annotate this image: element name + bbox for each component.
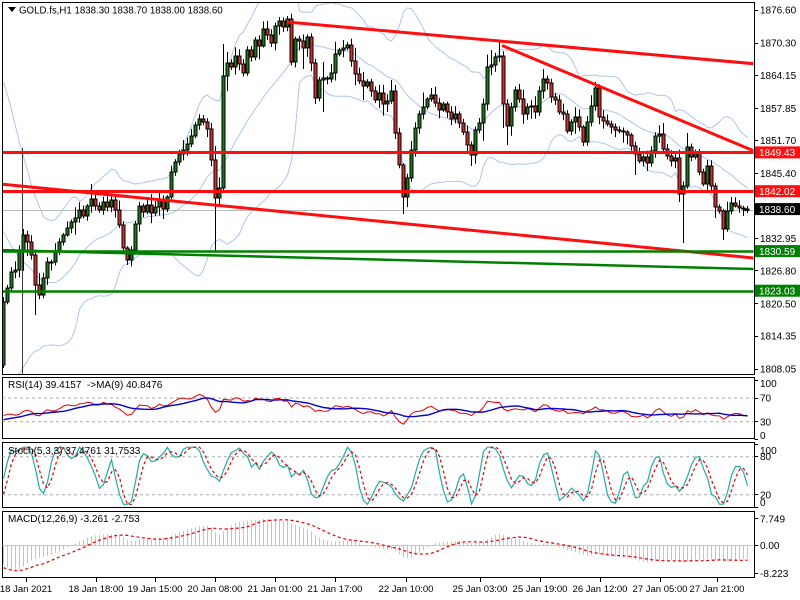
svg-text:1808.05: 1808.05 <box>760 365 797 376</box>
svg-text:1851.70: 1851.70 <box>760 136 797 147</box>
svg-text:1832.95: 1832.95 <box>760 234 797 245</box>
svg-text:18 Jan 2021: 18 Jan 2021 <box>0 584 52 595</box>
svg-text:Stoch(5,3,3) 37,4761 31,7533: Stoch(5,3,3) 37,4761 31,7533 <box>8 446 141 457</box>
svg-text:19 Jan 15:00: 19 Jan 15:00 <box>128 584 183 595</box>
svg-text:1814.35: 1814.35 <box>760 332 797 343</box>
svg-text:27 Jan 05:00: 27 Jan 05:00 <box>633 584 688 595</box>
svg-text:1849.43: 1849.43 <box>759 148 796 159</box>
svg-text:1870.30: 1870.30 <box>760 39 797 50</box>
svg-text:25 Jan 19:00: 25 Jan 19:00 <box>513 584 568 595</box>
svg-text:1845.40: 1845.40 <box>760 169 797 180</box>
svg-text:1823.03: 1823.03 <box>759 287 796 298</box>
svg-text:20: 20 <box>760 490 772 501</box>
svg-text:1820.50: 1820.50 <box>760 300 797 311</box>
svg-text:0: 0 <box>760 498 766 509</box>
svg-text:26 Jan 12:00: 26 Jan 12:00 <box>573 584 628 595</box>
svg-text:1876.60: 1876.60 <box>760 6 797 17</box>
svg-text:GOLD.fs,H1 1838.30 1838.70 18: GOLD.fs,H1 1838.30 1838.70 1838.00 1838.… <box>19 6 223 17</box>
svg-text:0: 0 <box>760 431 766 442</box>
svg-text:0.00: 0.00 <box>760 541 780 552</box>
svg-text:MACD(12,26,9) -3.261 -2.753: MACD(12,26,9) -3.261 -2.753 <box>8 514 140 525</box>
svg-text:80: 80 <box>760 452 772 463</box>
svg-text:-8.223: -8.223 <box>760 569 789 580</box>
svg-text:1826.80: 1826.80 <box>760 267 797 278</box>
svg-text:RSI(14) 39.4157 ->MA(9) 40.84: RSI(14) 39.4157 ->MA(9) 40.8476 <box>8 380 163 391</box>
svg-text:1830.59: 1830.59 <box>759 247 796 258</box>
svg-text:27 Jan 21:00: 27 Jan 21:00 <box>690 584 745 595</box>
svg-text:1842.02: 1842.02 <box>759 187 796 198</box>
svg-text:21 Jan 01:00: 21 Jan 01:00 <box>248 584 303 595</box>
svg-text:21 Jan 17:00: 21 Jan 17:00 <box>308 584 363 595</box>
svg-text:1857.85: 1857.85 <box>760 104 797 115</box>
svg-text:1838.60: 1838.60 <box>759 205 796 216</box>
svg-text:7.749: 7.749 <box>760 515 785 526</box>
svg-text:100: 100 <box>760 379 777 390</box>
svg-text:20 Jan 08:00: 20 Jan 08:00 <box>188 584 243 595</box>
svg-text:30: 30 <box>760 417 772 428</box>
svg-text:18 Jan 18:00: 18 Jan 18:00 <box>69 584 124 595</box>
svg-text:1864.15: 1864.15 <box>760 71 797 82</box>
svg-text:22 Jan 10:00: 22 Jan 10:00 <box>379 584 434 595</box>
svg-text:25 Jan 03:00: 25 Jan 03:00 <box>453 584 508 595</box>
svg-text:70: 70 <box>760 394 772 405</box>
svg-text:100: 100 <box>760 446 777 457</box>
